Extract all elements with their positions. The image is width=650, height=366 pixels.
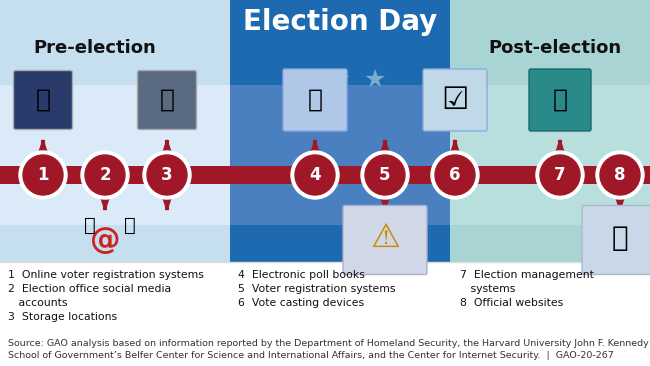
- Text: 🐦: 🐦: [124, 216, 136, 235]
- FancyBboxPatch shape: [14, 71, 73, 130]
- Text: ⚠: ⚠: [370, 221, 400, 254]
- Circle shape: [295, 155, 335, 195]
- Polygon shape: [34, 140, 52, 167]
- Text: ★: ★: [294, 68, 316, 92]
- Text: 7  Election management
   systems
8  Official websites: 7 Election management systems 8 Official…: [460, 270, 594, 308]
- Circle shape: [23, 155, 63, 195]
- Text: Election Day: Election Day: [243, 8, 437, 36]
- Text: 📊: 📊: [307, 88, 322, 112]
- Polygon shape: [551, 140, 569, 167]
- FancyBboxPatch shape: [529, 69, 591, 131]
- Circle shape: [365, 155, 405, 195]
- Text: Pre-election: Pre-election: [34, 39, 157, 57]
- Bar: [0, 166, 650, 184]
- Text: @: @: [90, 225, 120, 254]
- Circle shape: [85, 155, 125, 195]
- Polygon shape: [376, 140, 394, 167]
- Circle shape: [147, 155, 187, 195]
- Polygon shape: [611, 183, 629, 210]
- Circle shape: [536, 151, 584, 199]
- Circle shape: [431, 151, 479, 199]
- Circle shape: [600, 155, 640, 195]
- Polygon shape: [96, 183, 114, 210]
- Circle shape: [291, 151, 339, 199]
- Circle shape: [435, 155, 475, 195]
- Text: 3: 3: [161, 166, 173, 184]
- Polygon shape: [158, 140, 176, 167]
- Text: 2: 2: [99, 166, 111, 184]
- Text: 🔍: 🔍: [552, 88, 567, 112]
- Bar: [450, 0, 650, 262]
- Circle shape: [19, 151, 67, 199]
- FancyBboxPatch shape: [423, 69, 487, 131]
- Text: 📱: 📱: [84, 216, 96, 235]
- Text: 1  Online voter registration systems
2  Election office social media
   accounts: 1 Online voter registration systems 2 El…: [8, 270, 204, 322]
- Text: 5: 5: [379, 166, 391, 184]
- Text: 4: 4: [309, 166, 321, 184]
- Text: 8: 8: [614, 166, 626, 184]
- FancyBboxPatch shape: [343, 205, 427, 274]
- Text: 🖥: 🖥: [36, 88, 51, 112]
- Text: ☑: ☑: [441, 86, 469, 115]
- Polygon shape: [446, 140, 464, 167]
- Bar: [0, 85, 230, 225]
- Bar: [450, 85, 650, 225]
- Circle shape: [596, 151, 644, 199]
- Circle shape: [81, 151, 129, 199]
- Bar: [0, 262, 650, 366]
- Circle shape: [143, 151, 191, 199]
- Circle shape: [540, 155, 580, 195]
- Polygon shape: [306, 140, 324, 167]
- Text: 4  Electronic poll books
5  Voter registration systems
6  Vote casting devices: 4 Electronic poll books 5 Voter registra…: [238, 270, 395, 308]
- Text: 1: 1: [37, 166, 49, 184]
- FancyBboxPatch shape: [582, 205, 650, 274]
- Text: Source: GAO analysis based on information reported by the Department of Homeland: Source: GAO analysis based on informatio…: [8, 339, 649, 360]
- FancyBboxPatch shape: [138, 71, 196, 130]
- Bar: [230, 0, 450, 262]
- Polygon shape: [376, 183, 394, 210]
- Text: 💻: 💻: [612, 224, 629, 252]
- FancyBboxPatch shape: [283, 69, 347, 131]
- Polygon shape: [158, 183, 176, 210]
- Bar: [230, 85, 450, 225]
- Text: 6: 6: [449, 166, 461, 184]
- Text: ★: ★: [329, 68, 351, 92]
- Text: 7: 7: [554, 166, 565, 184]
- Text: Post-election: Post-election: [488, 39, 621, 57]
- Text: ★: ★: [364, 68, 386, 92]
- Bar: [0, 0, 230, 262]
- Circle shape: [361, 151, 409, 199]
- Text: 🏢: 🏢: [159, 88, 174, 112]
